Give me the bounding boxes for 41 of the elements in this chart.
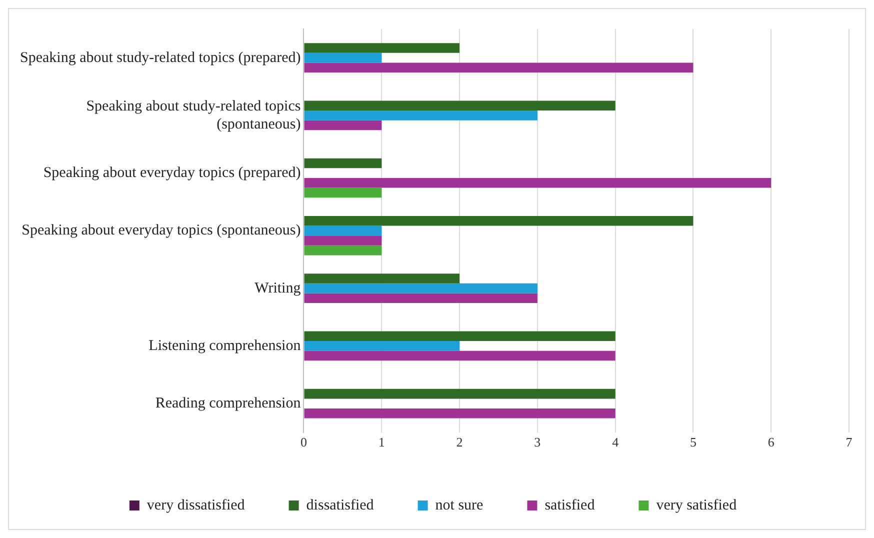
- y-tick-label: Speaking about everyday topics (spontaneous): [22, 222, 301, 239]
- y-tick-label: Speaking about study-related topics (prepared): [20, 50, 301, 66]
- bar: [304, 188, 382, 198]
- bar: [304, 100, 616, 111]
- legend-label: not sure: [435, 497, 484, 514]
- bar: [304, 120, 382, 130]
- x-tick-label: 6: [768, 434, 775, 450]
- x-tick-label: 3: [534, 434, 541, 450]
- bar: [304, 408, 616, 418]
- bar: [304, 283, 538, 294]
- y-tick-label: Listening comprehension: [148, 338, 302, 354]
- bar: [304, 236, 382, 246]
- y-tick-label: Writing: [254, 280, 302, 296]
- legend-label: dissatisfied: [306, 497, 374, 514]
- legend-label: satisfied: [544, 497, 596, 514]
- bar: [304, 341, 460, 351]
- legend-label: very dissatisfied: [146, 497, 246, 514]
- bar: [304, 178, 772, 188]
- x-tick-label: 0: [300, 434, 307, 450]
- x-tick-label: 4: [612, 434, 620, 450]
- x-tick-label: 5: [690, 434, 696, 450]
- y-tick-label: Reading comprehension: [155, 396, 302, 412]
- x-tick-label: 2: [456, 434, 463, 450]
- bar: [304, 331, 616, 342]
- bar: [304, 216, 694, 226]
- bar: [304, 245, 382, 256]
- bar: [304, 62, 694, 73]
- bar: [304, 293, 538, 304]
- y-tick-label: Speaking about study-related topics (spontaneous): [86, 98, 301, 132]
- bar: [304, 158, 382, 168]
- bar: [304, 388, 616, 399]
- legend-label: very satisfied: [656, 497, 738, 514]
- bar: [304, 43, 460, 53]
- bar: [304, 350, 616, 361]
- bar: [304, 110, 538, 120]
- x-tick-label: 7: [846, 434, 853, 450]
- bar: [304, 226, 382, 236]
- bar: [304, 274, 460, 284]
- x-tick-label: 1: [378, 434, 385, 450]
- bar: [304, 52, 382, 63]
- y-tick-label: Speaking about everyday topics (prepared): [43, 165, 301, 182]
